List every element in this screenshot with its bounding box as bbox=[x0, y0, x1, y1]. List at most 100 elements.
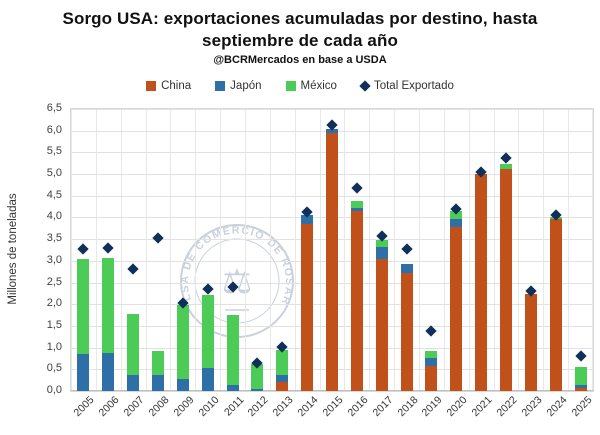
x-tick-label-2012: 2012 bbox=[245, 394, 271, 420]
total-marker-2006 bbox=[102, 242, 114, 254]
legend-label: Total Exportado bbox=[373, 80, 454, 92]
y-tick-label: 0,0 bbox=[46, 384, 62, 396]
bar-segment-china-2014 bbox=[301, 223, 314, 391]
gridline-vertical bbox=[568, 109, 570, 391]
bar-segment-japon-2013 bbox=[276, 375, 289, 383]
bar-segment-china-2024 bbox=[549, 219, 562, 391]
gridline-horizontal bbox=[71, 109, 593, 110]
x-tick-label-2020: 2020 bbox=[444, 394, 470, 420]
plot-area: BOLSA DE COMERCIO DE ROSARIO ⚖ bbox=[70, 108, 594, 392]
y-tick-label: 2,5 bbox=[46, 275, 62, 288]
x-tick-label-2006: 2006 bbox=[96, 394, 122, 420]
total-marker-2010 bbox=[202, 282, 214, 295]
total-marker-2022 bbox=[500, 152, 512, 164]
gridline-vertical bbox=[344, 109, 346, 391]
gridline-vertical bbox=[369, 109, 371, 391]
y-axis-ticks: 0,0 0,5 1,0 1,5 2,0 2,5 3,0 3,5 4,0 4,5 5,0 5,5 6,0 6… bbox=[0, 102, 62, 396]
x-tick-label-2016: 2016 bbox=[345, 394, 371, 420]
bar-segment-japon-2025 bbox=[574, 384, 587, 388]
x-tick-label-2023: 2023 bbox=[519, 394, 545, 420]
total-marker-2008 bbox=[152, 232, 164, 244]
x-tick-label-2008: 2008 bbox=[146, 394, 172, 420]
total-marker-2019 bbox=[425, 325, 438, 337]
bar-segment-japon-2005 bbox=[77, 354, 90, 391]
bar-segment-china-2025 bbox=[574, 387, 587, 391]
bar-segment-mexico-2025 bbox=[574, 367, 587, 385]
legend-label: China bbox=[161, 80, 192, 92]
gridline-vertical bbox=[170, 109, 172, 391]
x-tick-label-2022: 2022 bbox=[494, 394, 520, 420]
bar-segment-japon-2020 bbox=[450, 218, 463, 228]
bar-segment-japon-2006 bbox=[102, 353, 115, 391]
y-tick-label: 2,0 bbox=[46, 297, 62, 310]
y-tick-label: 5,0 bbox=[46, 167, 62, 180]
bar-segment-japon-2008 bbox=[152, 375, 164, 391]
bar-segment-mexico-2016 bbox=[350, 200, 363, 209]
legend-item-japon: Japón bbox=[215, 80, 262, 92]
bar-segment-mexico-2017 bbox=[375, 240, 388, 248]
total-marker-2007 bbox=[127, 262, 139, 275]
gridline-vertical bbox=[120, 109, 122, 391]
legend-square-icon bbox=[215, 81, 226, 91]
y-tick-label: 1,5 bbox=[46, 318, 62, 331]
y-tick-label: 4,5 bbox=[46, 188, 62, 201]
gridline-vertical bbox=[592, 109, 593, 391]
bar-segment-japon-2012 bbox=[251, 388, 264, 391]
bar-segment-mexico-2009 bbox=[176, 305, 189, 379]
chart-title: Sorgo USA: exportaciones acumuladas por … bbox=[62, 9, 538, 51]
bar-segment-china-2016 bbox=[350, 210, 363, 391]
chart-subtitle: @BCRMercados en base a USDA bbox=[213, 54, 387, 67]
legend-square-icon bbox=[285, 81, 296, 91]
bar-segment-china-2015 bbox=[326, 132, 338, 391]
bar-segment-japon-2017 bbox=[375, 247, 388, 259]
x-tick-label-2024: 2024 bbox=[544, 394, 570, 420]
legend-item-china: China bbox=[146, 80, 191, 92]
y-tick-label: 6,5 bbox=[46, 102, 62, 114]
bar-segment-japon-2016 bbox=[350, 208, 363, 211]
x-tick-label-2017: 2017 bbox=[370, 394, 396, 420]
bar-segment-mexico-2005 bbox=[77, 258, 90, 355]
x-tick-label-2014: 2014 bbox=[295, 394, 321, 420]
gridline-vertical bbox=[95, 109, 97, 391]
gridline-vertical bbox=[394, 109, 396, 391]
bar-segment-mexico-2012 bbox=[251, 363, 264, 389]
x-tick-label-2009: 2009 bbox=[171, 394, 197, 420]
gridline-vertical bbox=[468, 109, 470, 391]
bar-segment-china-2021 bbox=[475, 174, 488, 391]
x-axis-ticks: 2005 2006 2007 2008 2009 2010 2011 2012 2013 2014… bbox=[70, 394, 594, 434]
legend-item-total: Total Exportado bbox=[359, 80, 454, 92]
bar-segment-japon-2019 bbox=[425, 358, 438, 366]
gridline-vertical bbox=[71, 109, 72, 391]
x-tick-label-2005: 2005 bbox=[71, 394, 97, 420]
bar-segment-mexico-2010 bbox=[201, 295, 214, 369]
gridline-vertical bbox=[145, 109, 147, 391]
bar-segment-mexico-2013 bbox=[276, 350, 289, 376]
bar-segment-japon-2018 bbox=[400, 264, 413, 273]
gridline-vertical bbox=[493, 109, 495, 391]
bar-segment-mexico-2006 bbox=[102, 258, 115, 354]
bar-segment-japon-2015 bbox=[326, 128, 338, 133]
legend-diamond-icon bbox=[359, 80, 371, 92]
gridline-vertical bbox=[294, 109, 296, 391]
total-marker-2005 bbox=[77, 243, 90, 255]
bar-segment-japon-2014 bbox=[301, 214, 314, 224]
bar-segment-japon-2010 bbox=[201, 368, 214, 391]
x-tick-label-2013: 2013 bbox=[270, 394, 296, 420]
y-tick-label: 0,5 bbox=[46, 362, 62, 375]
bar-segment-china-2019 bbox=[425, 365, 438, 391]
total-marker-2016 bbox=[351, 182, 363, 195]
gridline-vertical bbox=[220, 109, 222, 391]
bar-segment-china-2017 bbox=[375, 258, 388, 391]
y-tick-label: 4,0 bbox=[46, 210, 62, 223]
x-tick-label-2011: 2011 bbox=[221, 394, 247, 419]
bar-segment-mexico-2007 bbox=[127, 313, 140, 375]
bar-segment-japon-2009 bbox=[176, 378, 189, 391]
total-marker-2025 bbox=[574, 350, 587, 362]
x-tick-label-2007: 2007 bbox=[121, 394, 147, 420]
gridline-vertical bbox=[543, 109, 545, 391]
gridline-vertical bbox=[319, 109, 321, 391]
bar-segment-china-2013 bbox=[276, 382, 289, 391]
bar-segment-japon-2011 bbox=[226, 384, 239, 391]
gridline-vertical bbox=[269, 109, 271, 391]
